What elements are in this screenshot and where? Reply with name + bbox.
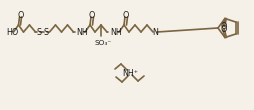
- Text: S: S: [43, 28, 48, 37]
- Text: NH: NH: [76, 28, 88, 37]
- Text: O: O: [122, 10, 129, 19]
- Text: S: S: [36, 28, 41, 37]
- Text: HO: HO: [6, 28, 18, 37]
- Text: O: O: [220, 22, 226, 31]
- Text: O: O: [220, 25, 226, 34]
- Text: NH: NH: [110, 28, 122, 37]
- Text: NH⁺: NH⁺: [121, 69, 137, 78]
- Text: SO₃⁻: SO₃⁻: [94, 40, 111, 46]
- Text: O: O: [17, 10, 24, 19]
- Text: N: N: [151, 28, 157, 37]
- Text: O: O: [88, 10, 95, 19]
